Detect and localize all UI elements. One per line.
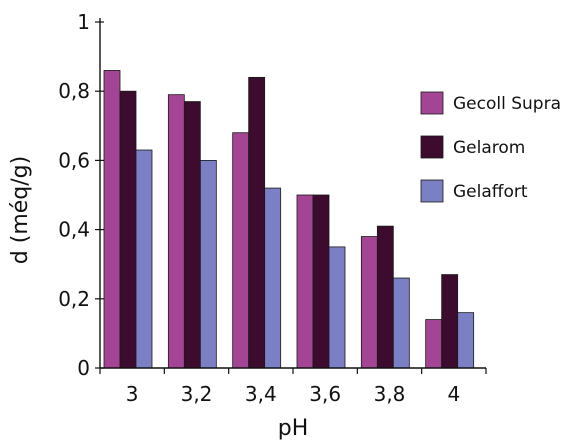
axes-layer	[95, 18, 487, 374]
bar-gelarom-0	[119, 90, 137, 369]
x-tick-label: 3,8	[374, 382, 406, 406]
y-axis-title: d (méq/g)	[8, 156, 33, 264]
bar-gecoll-supra-5	[425, 319, 443, 369]
y-tick-label: 1	[77, 10, 90, 34]
bar-gelarom-1	[183, 101, 201, 369]
bars-layer	[103, 70, 475, 369]
y-tick-label: 0,8	[58, 79, 90, 103]
bar-gecoll-supra-4	[360, 236, 378, 369]
y-tick-label: 0	[77, 356, 90, 380]
legend-label-gecoll-supra: Gecoll Supra	[453, 94, 561, 114]
x-axis-title: pH	[278, 416, 309, 441]
bar-gelarom-2	[248, 76, 266, 369]
bar-gelarom-4	[376, 225, 394, 369]
bar-gelaffort-5	[457, 312, 475, 369]
legend: Gecoll Supra Gelarom Gelaffort	[420, 91, 561, 203]
x-tick-label: 3,6	[309, 382, 341, 406]
y-tick-label: 0,2	[58, 287, 90, 311]
bar-gelarom-5	[441, 274, 459, 369]
y-tick-label: 0,6	[58, 148, 90, 172]
bar-gelaffort-4	[392, 277, 410, 369]
x-tick-label: 3,4	[245, 382, 277, 406]
x-tick-label: 3	[126, 382, 139, 406]
x-tick-label: 3,2	[181, 382, 213, 406]
bar-gelaffort-3	[328, 246, 346, 369]
bar-gelarom-3	[312, 194, 330, 369]
bar-gecoll-supra-0	[103, 70, 121, 369]
bar-gecoll-supra-3	[296, 194, 314, 369]
bar-gelaffort-0	[135, 149, 153, 369]
legend-swatch-gecoll-supra	[420, 91, 444, 115]
legend-swatch-gelaffort	[420, 179, 444, 203]
legend-swatch-gelarom	[420, 135, 444, 159]
x-tick-label: 4	[447, 382, 460, 406]
bar-gelaffort-2	[264, 187, 282, 369]
bar-gecoll-supra-1	[167, 94, 185, 369]
bar-gecoll-supra-2	[232, 132, 250, 369]
tick-labels-layer: 0 0,2 0,4 0,6 0,8 1 3 3,2 3,4 3,6 3,8 4	[58, 10, 460, 406]
legend-label-gelaffort: Gelaffort	[453, 182, 528, 202]
y-tick-label: 0,4	[58, 218, 90, 242]
legend-label-gelarom: Gelarom	[453, 138, 525, 158]
bar-gelaffort-1	[199, 159, 217, 369]
